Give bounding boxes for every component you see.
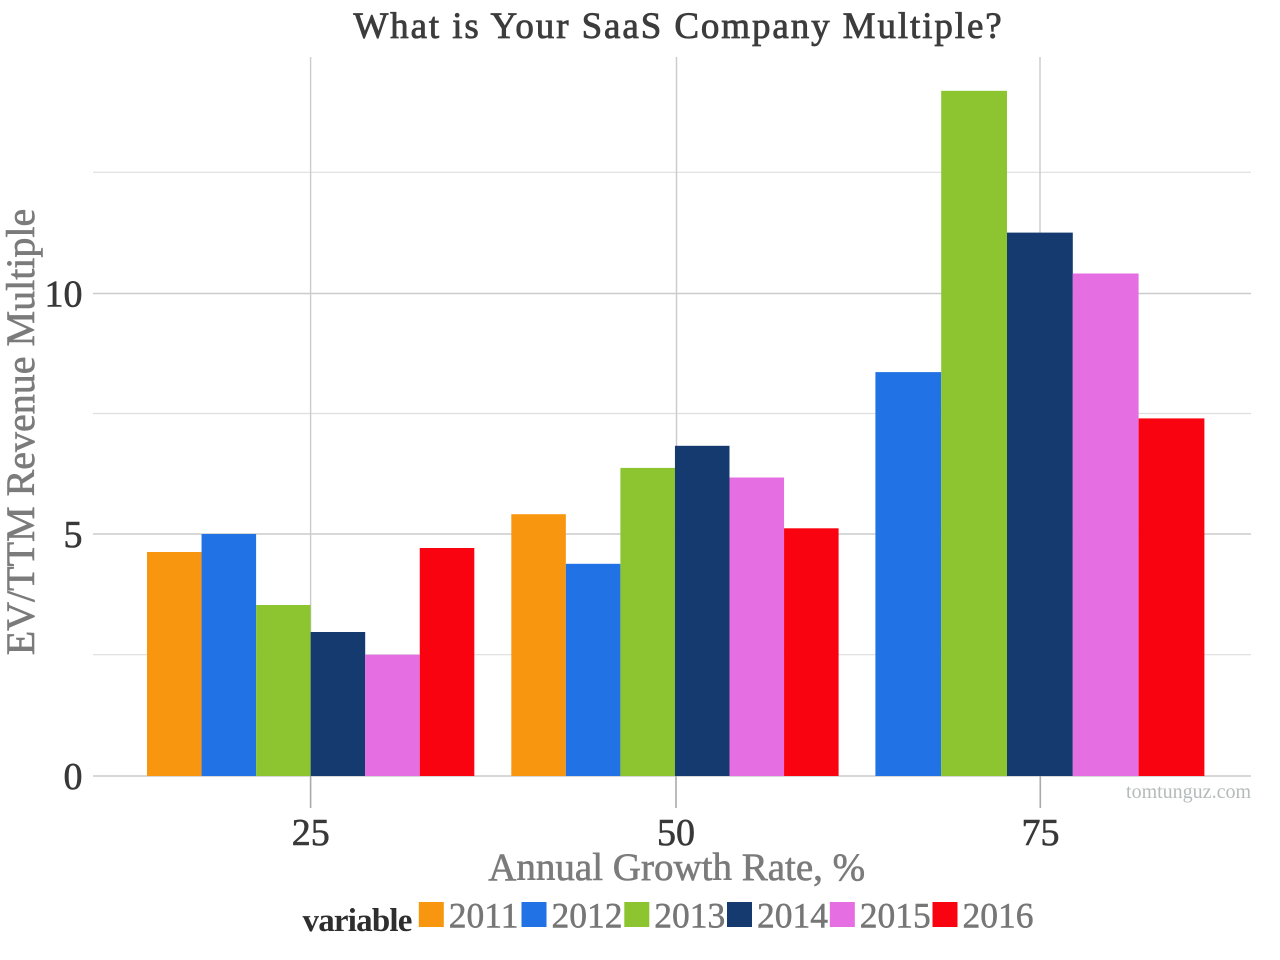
svg-text:50: 50 (657, 812, 695, 854)
svg-text:5: 5 (64, 514, 83, 556)
svg-text:2012: 2012 (552, 896, 623, 936)
svg-text:variable: variable (303, 903, 412, 939)
svg-text:10: 10 (45, 274, 83, 316)
svg-text:25: 25 (292, 812, 330, 854)
svg-text:75: 75 (1022, 812, 1060, 854)
svg-text:0: 0 (64, 756, 83, 798)
svg-text:tomtunguz.com: tomtunguz.com (1126, 781, 1251, 803)
svg-text:What is Your SaaS Company Mult: What is Your SaaS Company Multiple? (353, 6, 1003, 47)
svg-text:2014: 2014 (757, 896, 828, 936)
svg-text:2011: 2011 (449, 896, 519, 936)
svg-text:2016: 2016 (963, 896, 1034, 936)
svg-text:EV/TTM Revenue Multiple: EV/TTM Revenue Multiple (0, 209, 43, 656)
svg-text:2015: 2015 (860, 896, 931, 936)
svg-text:Annual Growth Rate, %: Annual Growth Rate, % (488, 846, 865, 889)
svg-text:2013: 2013 (654, 896, 725, 936)
